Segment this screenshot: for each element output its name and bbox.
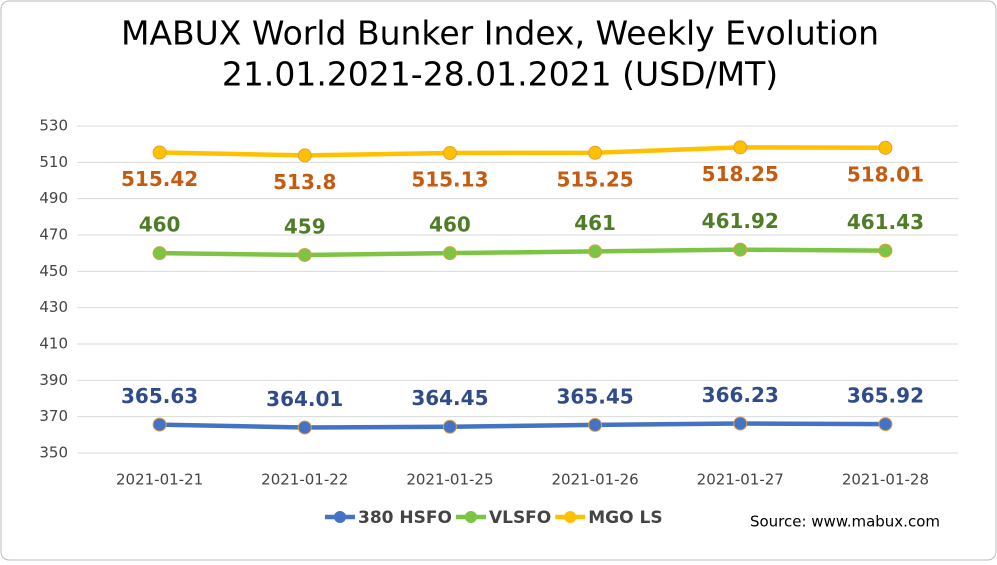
data-label: 515.42 bbox=[121, 167, 198, 191]
point bbox=[588, 145, 603, 160]
chart-title: MABUX World Bunker Index, Weekly Evoluti… bbox=[121, 14, 879, 53]
point bbox=[878, 243, 893, 258]
data-label: 461.43 bbox=[847, 210, 924, 234]
point bbox=[878, 417, 893, 432]
y-tick-label: 370 bbox=[39, 407, 68, 425]
x-tick-label: 2021-01-25 bbox=[406, 471, 493, 489]
chart-subtitle: 21.01.2021-28.01.2021 (USD/MT) bbox=[222, 55, 778, 94]
data-label: 364.45 bbox=[411, 386, 488, 410]
series-line bbox=[159, 145, 886, 158]
point bbox=[297, 148, 312, 163]
point bbox=[442, 146, 457, 161]
data-label: 460 bbox=[139, 213, 181, 237]
x-tick-label: 2021-01-22 bbox=[261, 471, 348, 489]
point bbox=[733, 140, 748, 155]
legend-label: MGO LS bbox=[588, 508, 662, 528]
point bbox=[733, 416, 748, 431]
x-tick-label: 2021-01-28 bbox=[842, 471, 929, 489]
data-label: 366.23 bbox=[702, 383, 779, 407]
data-label: 365.45 bbox=[556, 384, 633, 408]
data-label: 365.92 bbox=[847, 384, 924, 408]
y-tick-label: 350 bbox=[39, 444, 68, 462]
data-label: 365.63 bbox=[121, 384, 198, 408]
legend-label: VLSFO bbox=[489, 508, 551, 528]
y-tick-label: 510 bbox=[39, 153, 68, 171]
point bbox=[152, 246, 167, 261]
legend-label: 380 HSFO bbox=[358, 508, 452, 528]
point bbox=[297, 420, 312, 435]
point bbox=[878, 140, 893, 155]
data-label: 518.25 bbox=[702, 162, 779, 186]
data-label: 513.8 bbox=[273, 170, 336, 194]
source: Source: www.mabux.com bbox=[750, 513, 940, 531]
y-tick-label: 390 bbox=[39, 371, 68, 389]
legend-marker bbox=[334, 511, 346, 523]
point bbox=[588, 417, 603, 432]
data-label: 461.92 bbox=[702, 209, 779, 233]
data-label: 461 bbox=[574, 211, 616, 235]
y-tick-label: 490 bbox=[39, 189, 68, 207]
x-tick-label: 2021-01-21 bbox=[116, 471, 203, 489]
y-tick-label: 530 bbox=[39, 117, 68, 135]
data-label: 459 bbox=[284, 214, 326, 238]
y-tick-label: 410 bbox=[39, 335, 68, 353]
point bbox=[588, 244, 603, 259]
legend-marker bbox=[464, 511, 477, 523]
data-label: 460 bbox=[429, 213, 471, 237]
series-line bbox=[159, 421, 886, 430]
data-label: 364.01 bbox=[266, 387, 343, 411]
y-tick-label: 430 bbox=[39, 298, 68, 316]
point bbox=[152, 145, 167, 160]
data-label: 515.25 bbox=[556, 167, 633, 191]
point bbox=[442, 246, 457, 261]
y-tick-label: 450 bbox=[39, 262, 68, 280]
point bbox=[297, 247, 312, 262]
data-label: 518.01 bbox=[847, 162, 924, 186]
series-line bbox=[159, 247, 886, 258]
point bbox=[733, 242, 748, 257]
data-label: 515.13 bbox=[411, 168, 488, 192]
x-tick-label: 2021-01-26 bbox=[551, 471, 638, 489]
point bbox=[442, 419, 457, 434]
legend-marker bbox=[564, 511, 577, 523]
point bbox=[152, 417, 167, 432]
x-tick-label: 2021-01-27 bbox=[697, 471, 784, 489]
y-tick-label: 470 bbox=[39, 226, 68, 244]
